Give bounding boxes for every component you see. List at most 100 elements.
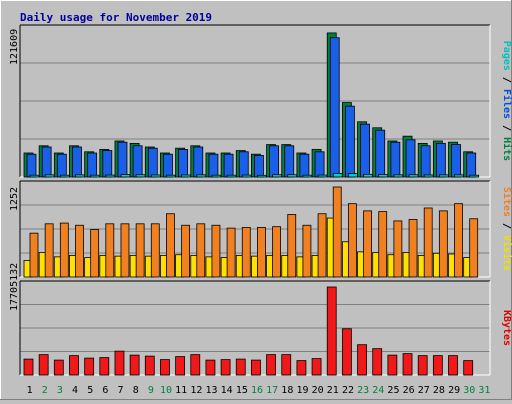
x-tick-label-8: 8 [133,385,139,396]
x-tick-label-24: 24 [372,385,384,396]
files-bar-day-6 [102,150,113,178]
files-bar-day-3 [56,153,67,178]
sites-bar-day-27 [423,207,433,278]
kbytes-bar-day-25 [387,354,398,376]
y-max-label: 121609 [9,29,20,65]
x-tick-label-2: 2 [42,385,48,396]
pages-bar-day-11 [181,174,192,178]
pages-bar-day-23 [363,173,373,178]
panel-3: 17705132 KBytes [9,263,512,376]
files-bar-day-15 [238,151,249,178]
kbytes-bar-day-12 [190,354,201,376]
kbytes-bar-day-15 [235,358,246,376]
series-legend-label: Pages / Files / Hits [501,41,512,161]
series-pages [29,172,480,178]
sites-bar-day-20 [317,213,327,278]
sites-bar-day-21 [332,186,342,278]
x-tick-label-23: 23 [357,385,369,396]
pages-bar-day-13 [211,174,222,178]
kbytes-bar-day-16 [251,359,261,376]
sites-bar-day-25 [393,220,403,278]
sites-bar-day-12 [196,223,206,278]
kbytes-bar-day-30 [463,360,474,376]
kbytes-bar-day-18 [281,354,292,376]
pages-bar-day-5 [90,174,101,178]
kbytes-bar-day-23 [357,344,367,376]
kbytes-bar-day-8 [129,354,140,376]
sites-bar-day-11 [181,224,191,278]
pages-bar-day-4 [75,174,85,178]
pages-bar-day-12 [196,174,207,178]
files-bar-day-18 [284,145,295,178]
x-tick-label-3: 3 [57,385,63,396]
kbytes-bar-day-6 [99,357,110,376]
x-axis-day-labels: 1 2 3 4 5 6 7 8 9 10 11 12 13 14 15 16 17 18 19 20 21 22 23 24 2… [27,385,491,396]
files-bar-day-13 [208,153,219,178]
files-bar-day-10 [163,153,173,178]
kbytes-bar-day-24 [372,348,383,376]
x-tick-label-29: 29 [448,385,460,396]
chart-title: Daily usage for November 2019 [20,11,212,24]
x-tick-label-18: 18 [281,385,293,396]
panel-1: 121609 Pages / Files / Hits [9,24,512,178]
files-bar-day-7 [117,141,128,178]
sites-bar-day-9 [150,223,160,278]
legend-part: Hits [501,137,512,161]
sites-bar-day-5 [90,229,100,278]
x-tick-label-15: 15 [236,385,248,396]
sites-bar-day-28 [438,210,448,278]
pages-bar-day-28 [438,174,449,178]
x-tick-label-25: 25 [387,385,399,396]
x-tick-label-10: 10 [160,385,172,396]
x-tick-label-17: 17 [266,385,278,396]
pages-bar-day-7 [120,174,131,178]
files-bar-day-22 [344,105,355,178]
files-bar-day-26 [405,139,416,178]
x-tick-label-28: 28 [433,385,445,396]
x-tick-label-5: 5 [87,385,93,396]
sites-bar-day-7 [120,223,130,278]
pages-bar-day-27 [423,174,434,178]
kbytes-bar-day-14 [220,359,231,376]
legend-part: KBytes [501,310,512,346]
pages-bar-day-6 [105,174,116,178]
legend-part: / [501,217,512,235]
pages-bar-day-18 [287,174,298,178]
legend-part: Visits [501,235,512,271]
sites-bar-day-10 [166,213,175,278]
x-tick-label-4: 4 [72,385,78,396]
legend-part: / [501,71,512,89]
kbytes-bar-day-20 [311,358,322,376]
series-kbytes [23,286,474,376]
x-tick-label-26: 26 [403,385,415,396]
x-tick-label-19: 19 [296,385,308,396]
files-bar-day-17 [269,145,279,178]
files-bar-day-23 [360,123,370,178]
files-bar-day-1 [26,153,37,178]
pages-bar-day-22 [347,173,358,178]
pages-bar-day-20 [317,174,328,178]
x-tick-label-13: 13 [205,385,217,396]
kbytes-bar-day-21 [326,286,337,376]
kbytes-bar-day-1 [23,358,34,376]
y-max-label: 1252 [9,187,20,211]
kbytes-bar-day-28 [432,355,443,376]
kbytes-bar-day-3 [53,359,64,376]
files-bar-day-21 [329,37,340,178]
kbytes-bar-day-29 [448,355,458,376]
legend-part: Pages [501,41,512,71]
files-bar-day-2 [41,146,52,178]
files-bar-day-19 [299,153,310,178]
pages-bar-day-16 [257,174,267,178]
kbytes-bar-day-10 [160,359,170,376]
sites-bar-day-8 [135,223,145,278]
series-legend-label: Sites / Visits [501,187,512,271]
sites-bar-day-19 [302,224,312,278]
x-tick-label-16: 16 [251,385,263,396]
kbytes-bar-day-26 [402,353,413,376]
kbytes-bar-day-17 [266,354,276,376]
legend-part: / [501,119,512,137]
files-bar-day-11 [178,148,189,178]
files-bar-day-9 [147,147,158,178]
